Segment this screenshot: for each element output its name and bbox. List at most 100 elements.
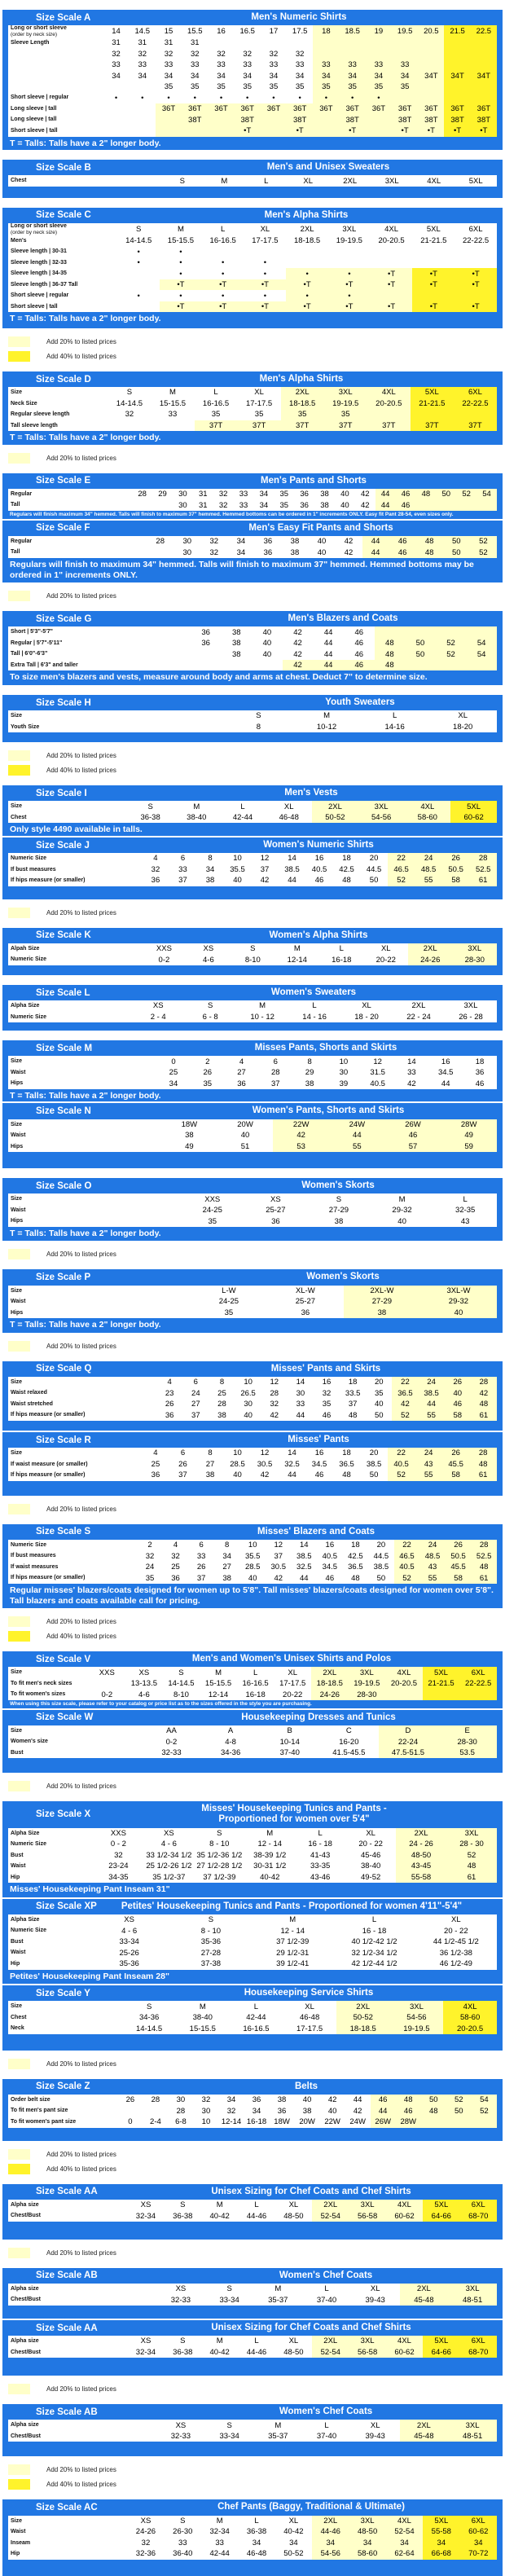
row-label: Tall sleeve length [8, 420, 108, 432]
row-label-text: Chest/Bust [11, 2433, 41, 2439]
size-cell: 52-54 [385, 2526, 424, 2538]
size-cell [130, 125, 156, 137]
size-cell [155, 125, 182, 137]
size-cell: 26 [445, 1539, 472, 1551]
row-label: Sleeve length | 32-33 [8, 257, 117, 269]
size-cell: 20W [237, 1119, 253, 1129]
table-row: Size 4 6 8 10 12 14 16 18 20 22 24 26 28 [8, 1448, 497, 1459]
price-legend-group: Add 20% to listed prices [8, 1340, 505, 1352]
row-label: To fit women's pant size [8, 2117, 117, 2128]
size-cell: 19.5 [392, 25, 419, 38]
table-title: Men's Blazers and Coats [189, 613, 497, 624]
row-label-text: Waist [11, 1299, 26, 1305]
size-cell: 36T [287, 103, 314, 115]
size-cell: 34 [423, 2537, 460, 2549]
size-cell: 33-34 [119, 1937, 139, 1947]
legend-text: Add 20% to listed prices [46, 2059, 116, 2068]
table-footnote: Regulars will finish to maximum 34" hemm… [10, 559, 474, 580]
size-cell: 54-56 [312, 2548, 349, 2560]
table-title: Men's Vests [125, 788, 497, 798]
size-cell [371, 246, 413, 257]
row-label: Size [8, 387, 108, 398]
size-cell: 42 [270, 1410, 279, 1420]
size-cell: 18-18.5 [336, 2023, 390, 2034]
row-label: Size [8, 710, 225, 722]
size-cell: 8 [225, 1541, 230, 1550]
table-row: Hips 35 36 38 40 [8, 1307, 497, 1319]
size-cell [455, 290, 497, 301]
table-row: Hips 35 36 38 40 43 [8, 1215, 497, 1227]
size-cell: 0-2 [165, 1737, 178, 1747]
size-cell: •T [370, 268, 413, 279]
size-cell: 48 [348, 1410, 358, 1420]
size-cell: XL [288, 1668, 297, 1677]
table-title: Men's and Unisex Sweaters [160, 162, 497, 173]
size-cell: 58-60 [404, 811, 451, 824]
size-cell: 4XL [385, 2336, 424, 2347]
table-title: Women's Skorts [189, 1272, 497, 1282]
size-cell: • [313, 92, 340, 104]
size-cell: 32-33 [170, 2295, 191, 2305]
size-cell: 3XL [389, 2001, 444, 2012]
price-legend-20: Add 20% to listed prices [8, 1503, 505, 1514]
table-body: Alpha size XS S M L XL 2XL 3XL 4XL 5XL 6XL Chest/Bu… [8, 2336, 497, 2358]
table-row: Extra Tall | 6'3" and taller 42 44 46 48 [8, 659, 497, 671]
row-label-text: Size [11, 1287, 23, 1294]
size-cell: 34 [269, 71, 279, 81]
size-cell: 48 [374, 659, 406, 671]
size-cell: 60-62 [385, 2210, 424, 2222]
size-cell [143, 2106, 168, 2117]
size-scale-r-table: Size Scale R Misses' Pants Size 4 6 8 10 12 14 16… [2, 1432, 503, 1496]
table-body: Size 4 6 8 10 12 14 16 18 20 22 24 26 28 If waist meas… [8, 1448, 497, 1481]
size-cell: 8 - 10 [200, 1926, 222, 1936]
table-header: Size Scale B Men's and Unisex Sweaters [8, 161, 497, 175]
price-legend-group: Add 20% to listed prices [8, 2247, 505, 2258]
row-label-text: Hips [11, 1309, 24, 1316]
row-label-text: If waist measure (or smaller) [11, 1461, 88, 1467]
row-label: Hip [8, 2548, 127, 2560]
size-cell: 28 [156, 537, 165, 547]
size-cell: 12 [270, 1378, 279, 1387]
row-label: Numeric Size [8, 853, 142, 864]
size-cell: 2 - 4 [150, 1012, 166, 1022]
table-body: Short | 5'3"-5'7" 36 38 40 42 44 46 Regular | 5… [8, 626, 497, 671]
size-cell [155, 114, 182, 126]
table-body: Regular 28 30 32 34 36 38 40 42 44 46 48 50 52 Tall 30 3… [8, 535, 497, 558]
size-cell [313, 114, 340, 126]
table-row: Short | 5'3"-5'7" 36 38 40 42 44 46 [8, 626, 497, 638]
size-cell: 36 [475, 1068, 485, 1078]
price-legend-20: Add 20% to listed prices [8, 336, 505, 347]
size-cell: • [365, 92, 392, 104]
price-legend-20: Add 20% to listed prices [8, 452, 505, 464]
size-cell [367, 409, 411, 420]
size-cell: L [318, 1828, 323, 1838]
size-cell: 46 [354, 639, 364, 648]
size-cell: M [259, 1001, 266, 1011]
size-cell: •T [286, 301, 328, 313]
size-cell: 35 [211, 410, 221, 420]
row-label-text: Short sleeve | tall [11, 303, 58, 310]
size-cell: 59 [441, 1141, 497, 1153]
size-cell: 50 [446, 2105, 472, 2117]
table-title: Misses' Blazers and Coats [135, 1527, 497, 1537]
size-cell: 36 [263, 547, 273, 557]
size-cell: 42 [282, 659, 314, 671]
size-cell: 4 - 6 [160, 1840, 177, 1849]
size-cell: 30-31 1/2 [253, 1862, 287, 1871]
add-40-swatch-icon [8, 1631, 30, 1642]
size-cell: 36 [252, 2095, 261, 2105]
size-cell: 20 [376, 1541, 386, 1550]
size-cell: 58-60 [443, 2011, 497, 2024]
table-row: Size XXS XS S M L XL 2XL 3XL 4XL 5XL 6XL [8, 1667, 497, 1678]
table-header: Size Scale Z Belts [8, 2081, 497, 2095]
table-title-line: Misses' Pants and Skirts [270, 1363, 381, 1374]
size-cell: 36-38 [173, 2347, 193, 2357]
size-scale-aa2-table: Size Scale AA Unisex Sizing for Chef Coat… [2, 2319, 503, 2376]
size-cell: 16 [441, 1057, 450, 1066]
size-cell: 3XL [349, 2336, 386, 2347]
size-cell: 30 [182, 547, 192, 557]
size-cell: • [298, 93, 301, 103]
size-cell: 2XL [280, 387, 324, 398]
size-cell: 52 [469, 535, 497, 547]
size-cell: 20 - 22 [358, 1840, 383, 1849]
